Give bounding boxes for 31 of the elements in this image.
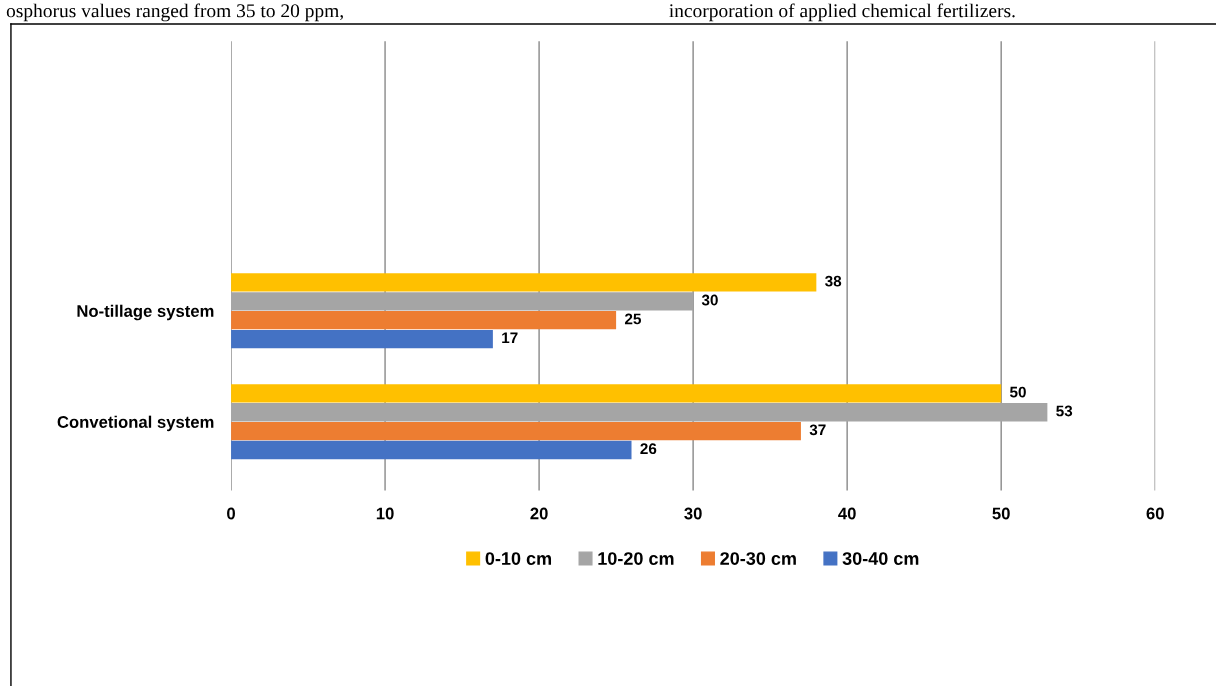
x-tick-label: 10 [376,507,394,520]
y-tick-label: No-tillage system [77,304,214,321]
text: osphorus values ranged from 35 to 20 ppm, [6,3,343,22]
data-label: 53 [1056,405,1073,417]
bar [231,329,493,349]
legend-label: 0-10 cm [485,552,552,565]
bar [231,384,1002,403]
data-label: 30 [701,294,718,306]
data-label: 50 [1009,386,1026,398]
bar [231,440,632,460]
bar [231,273,817,292]
bar [231,292,694,311]
y-tick-label: Convetional system [57,415,214,432]
x-tick-label: 20 [530,507,548,520]
x-tick-label: 0 [227,507,235,520]
data-label: 38 [825,275,842,287]
legend-label: 10-20 cm [598,552,674,565]
bar [231,311,617,330]
data-label: 26 [640,443,657,455]
legend-label: 20-30 cm [720,552,796,565]
x-tick-label: 50 [992,507,1010,520]
bar [231,421,801,441]
x-tick-label: 40 [838,507,856,520]
bar [231,403,1048,422]
data-label: 25 [624,313,642,325]
data-label: 37 [809,424,826,436]
x-tick-label: 30 [684,507,702,520]
x-tick-label: 60 [1146,507,1164,520]
text: incorporation of applied chemical fertilizers. [669,3,1015,22]
data-label: 17 [502,332,518,343]
legend-label: 30-40 cm [842,552,919,565]
